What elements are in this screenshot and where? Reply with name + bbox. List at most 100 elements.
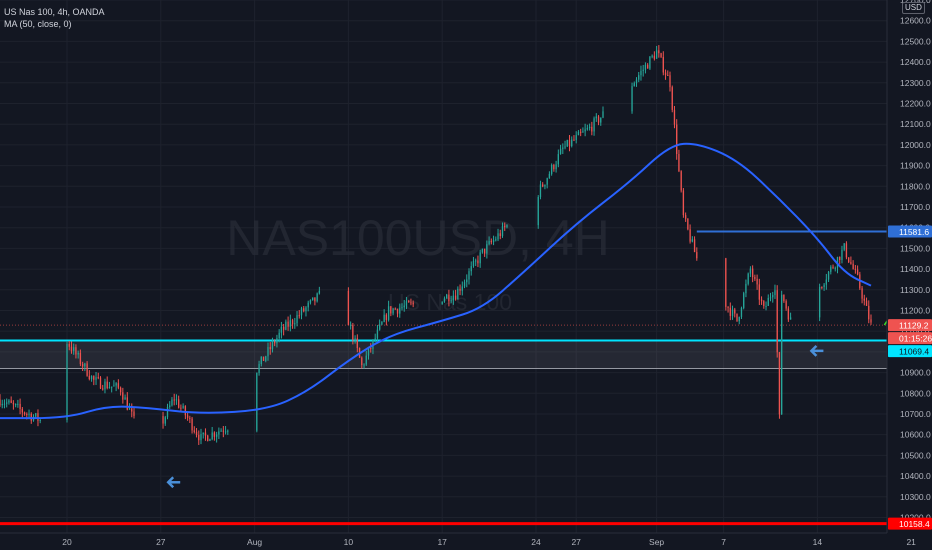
- candle-body: [492, 240, 495, 243]
- currency-button[interactable]: USD: [902, 2, 925, 14]
- candle-body: [644, 64, 647, 70]
- candle-body: [37, 413, 39, 421]
- candle-body: [684, 215, 687, 219]
- candle-body: [81, 364, 84, 367]
- candle-body: [370, 347, 372, 349]
- time-tick-label: 24: [531, 537, 541, 547]
- ma-indicator-label[interactable]: MA (50, close, 0): [4, 19, 72, 29]
- candle-body: [756, 278, 758, 285]
- candle-body: [401, 307, 403, 309]
- level-price-tag: 10158.4: [899, 519, 930, 529]
- candle-body: [850, 262, 852, 264]
- candle-body: [73, 347, 75, 352]
- candle-body: [412, 302, 414, 305]
- candle-body: [162, 416, 164, 424]
- candle-body: [452, 295, 455, 301]
- level-price-tag-background: [888, 517, 932, 530]
- candle-body: [316, 293, 318, 302]
- candle-body: [546, 178, 548, 185]
- candle-body: [204, 432, 207, 436]
- candle-body: [542, 184, 544, 187]
- candle-body: [177, 399, 180, 408]
- candle-body: [655, 50, 658, 59]
- candle-body: [164, 417, 166, 424]
- candle-body: [673, 109, 676, 125]
- candle-body: [86, 363, 88, 376]
- candle-body: [729, 307, 731, 316]
- candle-body: [227, 430, 229, 432]
- candlestick-series: [0, 45, 872, 445]
- candle-body: [184, 406, 187, 416]
- price-tick-label: 10800.0: [900, 388, 931, 398]
- candle-body: [772, 295, 774, 298]
- candle-body: [584, 129, 586, 132]
- candle-body: [559, 148, 562, 155]
- candle-body: [110, 386, 113, 388]
- candle-body: [278, 332, 280, 339]
- candle-body: [463, 282, 466, 287]
- candle-body: [77, 352, 79, 355]
- ma-50-line[interactable]: [0, 142, 872, 420]
- candle-body: [106, 381, 108, 388]
- time-tick-label: 21: [906, 537, 916, 547]
- candle-body: [597, 116, 600, 123]
- candle-body: [856, 269, 859, 275]
- candle-body: [758, 284, 761, 300]
- candle-body: [769, 297, 772, 299]
- candle-body: [88, 375, 91, 380]
- price-tick-label: 12100.0: [900, 119, 931, 129]
- candle-body: [544, 184, 546, 187]
- candle-body: [454, 295, 457, 300]
- candle-body: [258, 364, 260, 373]
- candle-body: [676, 124, 678, 154]
- candle-body: [477, 260, 479, 264]
- price-tick-label: 12200.0: [900, 98, 931, 108]
- candle-body: [97, 377, 99, 379]
- support-zone[interactable]: [0, 340, 887, 369]
- time-axis-background: [0, 533, 932, 550]
- price-tags: 11581.6 10158.4 11129.2 01:15:26 11069.4: [888, 225, 932, 530]
- candle-body: [113, 385, 115, 387]
- price-tick-label: 12000.0: [900, 140, 931, 150]
- candle-body: [863, 298, 865, 301]
- price-tick-label: 11200.0: [900, 305, 930, 315]
- time-tick-label: 20: [62, 537, 72, 547]
- candle-body: [99, 377, 102, 389]
- candle-body: [682, 190, 685, 216]
- candle-body: [396, 309, 399, 314]
- candle-body: [780, 294, 783, 415]
- candle-body: [267, 347, 269, 357]
- chart-markers: [166, 344, 824, 489]
- price-tick-label: 10300.0: [900, 492, 931, 502]
- symbol-title[interactable]: US Nas 100, 4h, OANDA: [4, 7, 105, 17]
- time-axis[interactable]: 20 27 Aug 10 17 24 27 Sep 7 14 21: [0, 532, 932, 550]
- candle-body: [95, 377, 97, 380]
- candle-body: [21, 408, 24, 413]
- price-tick-label: 11500.0: [900, 243, 930, 253]
- candle-body: [602, 111, 604, 118]
- candle-body: [387, 306, 390, 320]
- candle-body: [734, 309, 736, 314]
- candle-body: [767, 297, 769, 306]
- candle-body: [405, 301, 408, 306]
- candle-body: [75, 347, 77, 355]
- candle-body: [588, 126, 591, 129]
- watermark-symbol: NAS100USD, 4H: [226, 210, 610, 266]
- candle-body: [262, 356, 265, 361]
- candle-body: [754, 277, 756, 279]
- candle-body: [537, 197, 539, 226]
- candle-body: [653, 55, 656, 59]
- candle-body: [481, 248, 484, 253]
- candle-body: [367, 347, 370, 356]
- candle-body: [122, 392, 124, 400]
- candle-body: [108, 387, 111, 389]
- candle-body: [727, 306, 729, 308]
- candle-body: [468, 271, 470, 280]
- current-price-tag-background: [888, 319, 932, 332]
- candle-body: [868, 305, 870, 320]
- price-tick-label: 11700.0: [900, 202, 930, 212]
- price-axis[interactable]: 10200.0 10300.0 10400.0 10500.0 10600.0 10700…: [886, 0, 932, 550]
- candle-body: [486, 244, 488, 254]
- candle-body: [600, 117, 602, 123]
